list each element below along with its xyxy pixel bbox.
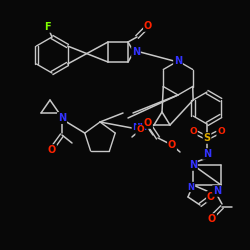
Text: N: N (203, 149, 211, 159)
Text: NH: NH (132, 124, 148, 132)
Text: N: N (213, 186, 221, 196)
Text: N: N (58, 113, 66, 123)
Text: O: O (189, 126, 197, 136)
Text: F: F (44, 22, 50, 32)
Text: O: O (217, 126, 225, 136)
Text: N: N (174, 56, 182, 66)
Text: O: O (136, 126, 144, 134)
Text: O: O (207, 192, 215, 202)
Text: N: N (132, 47, 140, 57)
Text: S: S (204, 133, 210, 143)
Text: O: O (168, 140, 176, 150)
Text: N: N (58, 113, 66, 123)
Text: O: O (208, 214, 216, 224)
Text: N: N (189, 160, 197, 170)
Text: N: N (188, 182, 194, 192)
Text: O: O (144, 21, 152, 31)
Text: O: O (48, 145, 56, 155)
Text: O: O (144, 118, 152, 128)
